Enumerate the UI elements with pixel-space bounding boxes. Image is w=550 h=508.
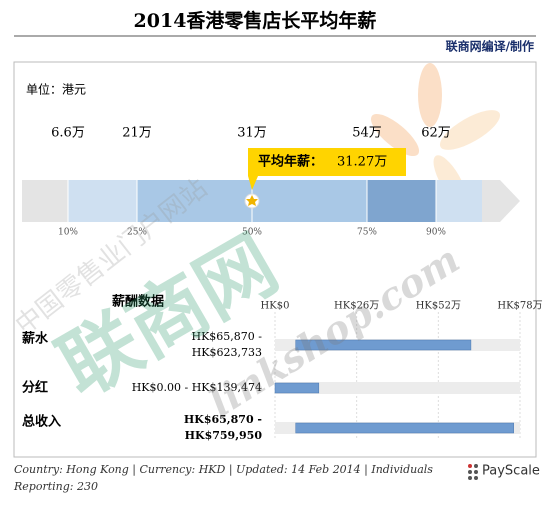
bar-track	[275, 382, 520, 394]
range-bar	[274, 382, 320, 394]
percentile-label: 90%	[426, 228, 446, 238]
table-header: 薪酬数据	[112, 294, 164, 310]
range-label: HK$65,870 -	[184, 413, 262, 426]
callout-pointer	[248, 176, 258, 190]
credit: 联商网编译/制作	[446, 39, 534, 54]
band	[137, 180, 252, 222]
band	[22, 180, 68, 222]
range-label: HK$623,733	[192, 346, 262, 359]
brand-name: PayScale	[482, 464, 540, 479]
arrow-head	[482, 180, 520, 222]
unit: 单位：港元	[26, 82, 86, 97]
range-bar	[295, 339, 472, 351]
average-value: 31.27万	[337, 155, 387, 170]
band	[252, 180, 367, 222]
salary-label: 54万	[352, 126, 382, 141]
x-tick-label: HK$26万	[334, 301, 379, 312]
band	[367, 180, 436, 222]
percentile-label: 10%	[58, 228, 78, 238]
salary-label: 31万	[237, 126, 267, 141]
frame	[13, 61, 537, 458]
percentile-label: 50%	[242, 228, 262, 238]
range-bar	[295, 422, 514, 434]
category-label: 分红	[22, 380, 48, 396]
salary-label: 6.6万	[51, 126, 85, 141]
brand: PayScale	[468, 464, 540, 480]
average-label: 平均年薪：	[258, 154, 323, 170]
range-label: HK$759,950	[185, 429, 263, 442]
x-tick-label: HK$0	[261, 301, 290, 312]
category-label: 薪水	[22, 331, 49, 347]
band	[436, 180, 482, 222]
x-tick-label: HK$52万	[416, 301, 461, 312]
percentile-label: 25%	[127, 228, 147, 238]
category-label: 总收入	[22, 414, 61, 430]
salary-label: 62万	[421, 126, 451, 141]
average-star	[246, 195, 258, 206]
title: 2014香港零售店长平均年薪	[134, 9, 377, 32]
footer-note: Country: Hong Kong | Currency: HKD | Upd…	[14, 463, 433, 493]
range-label: HK$65,870 -	[191, 330, 262, 343]
callout-box	[248, 148, 406, 176]
percentile-label: 75%	[357, 228, 377, 238]
x-tick-label: HK$78万	[497, 301, 542, 312]
range-label: HK$0.00 - HK$139,474	[132, 381, 262, 394]
salary-label: 21万	[122, 126, 152, 141]
band	[68, 180, 137, 222]
